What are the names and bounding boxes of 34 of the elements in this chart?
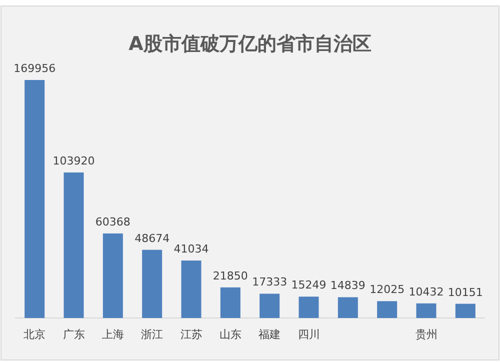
x-tick-label: 上海 <box>102 328 124 341</box>
bar <box>338 297 358 318</box>
data-label: 17333 <box>252 276 288 289</box>
data-label: 15249 <box>291 278 326 292</box>
bar <box>220 287 240 318</box>
x-tick-label: 北京 <box>24 328 46 341</box>
bar <box>64 172 84 318</box>
bar <box>24 80 45 318</box>
bar <box>181 260 202 318</box>
data-label: 60368 <box>95 215 130 228</box>
data-label: 14839 <box>330 279 366 292</box>
chart-title: A股市值破万亿的省市自治区 <box>128 33 372 55</box>
x-tick-label: 广东 <box>62 328 85 341</box>
data-label: 48674 <box>134 232 170 245</box>
x-tick-label: 江苏 <box>180 328 202 341</box>
bar <box>455 304 476 318</box>
bar <box>416 303 436 318</box>
data-label: 21850 <box>212 269 248 282</box>
data-label: 103920 <box>52 154 95 168</box>
bar <box>260 294 280 318</box>
data-label: 41034 <box>174 242 209 256</box>
x-tick-label: 山东 <box>219 328 242 341</box>
data-label: 10432 <box>408 285 444 298</box>
x-tick-label: 四川 <box>298 328 320 341</box>
data-label: 169956 <box>14 62 56 75</box>
x-tick-label: 浙江 <box>141 328 164 341</box>
bar <box>377 301 398 318</box>
x-tick-label: 贵州 <box>415 328 438 341</box>
bar <box>298 296 319 318</box>
bar <box>142 250 162 318</box>
x-tick-label: 福建 <box>258 328 281 341</box>
bar <box>102 233 123 318</box>
data-label: 10151 <box>448 286 483 299</box>
data-label: 12025 <box>370 283 405 296</box>
